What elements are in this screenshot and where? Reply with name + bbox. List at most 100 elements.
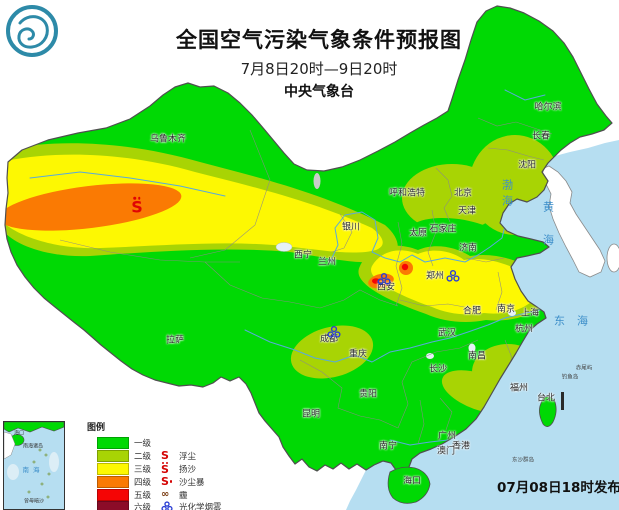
city-label: 济南 [458,243,478,254]
legend-swatch-level2 [97,449,129,462]
city-label: 贵阳 [358,389,378,400]
legend-row: 六级 光化学烟雾 [97,500,222,510]
south-china-sea-inset [3,421,65,510]
city-label: 武汉 [437,328,457,339]
taiwan-island [539,396,557,427]
sandstorm-icon: S [161,476,179,487]
photochemical-smog-icon [161,501,179,510]
legend-swatch-level4 [97,475,129,488]
inset-map [3,421,65,499]
city-label: 北京 [453,188,473,199]
legend-level-label: 四级 [134,477,152,488]
rivers [29,89,546,446]
korea-landmass [541,165,606,278]
legend-swatch-level5 [97,488,129,501]
city-label: 呼和浩特 [388,188,426,199]
legend-row: 二级 S 浮尘 [97,449,197,462]
city-label: 乌鲁木齐 [149,134,187,145]
legend-phenomenon-label: 浮尘 [179,451,197,462]
level3-northwest-band [5,154,383,253]
level2-sichuan-patch [290,325,374,379]
cma-logo [4,3,60,59]
inset-label: 南海诸岛 [22,443,44,450]
cma-logo-icon [6,5,58,57]
inset-label-sea: 南海 [22,465,44,474]
dust-icon: S [161,449,169,462]
city-label: 长沙 [428,364,448,375]
legend-level-label: 五级 [134,490,152,501]
issue-time: 07月08日18时发布 [497,480,619,496]
blowing-sand-icon: S [161,462,169,476]
level4-tarim-basin [5,183,182,231]
city-label: 台北 [536,393,556,404]
maritime-boundary-mark [561,392,564,410]
city-label: 银川 [341,222,361,233]
city-label: 南昌 [467,351,487,362]
legend-row: 五级 ∞ 霾 [97,488,188,501]
city-label: 哈尔滨 [534,102,562,113]
city-label: 拉萨 [165,335,185,346]
level2-beijing-patch [402,164,502,232]
photochemical-smog-icon [446,268,460,287]
inset-label: 曾母暗沙 [23,498,45,505]
legend-level-label: 三级 [134,464,152,475]
china-border [4,5,613,483]
city-label: 石家庄 [429,224,457,235]
blowing-sand-icon: S [131,196,143,217]
legend-swatch-level3 [97,462,129,475]
sea-label-yellowsea: 黄海 [541,201,555,267]
legend-swatch-level1 [97,436,129,449]
legend-title: 图例 [87,423,106,433]
city-label: 昆明 [301,409,321,420]
city-label: 澳门 [436,446,456,457]
city-label: 长春 [531,131,551,142]
city-label: 重庆 [348,349,368,360]
province-borders [59,117,553,445]
photochemical-smog-icon [377,271,391,290]
sea-label-bohai: 渤海 [500,179,514,211]
city-label: 兰州 [317,257,337,268]
island-label: 赤尾屿 [575,365,593,372]
japan-island [606,243,619,273]
city-label: 广州 [437,431,457,442]
inset-label: 海口 [13,430,25,437]
legend-phenomenon-label: 光化学烟雾 [179,502,222,510]
city-label: 杭州 [514,324,534,335]
city-label: 沈阳 [517,160,537,171]
city-label: 西安 [376,282,396,293]
city-label: 西宁 [293,250,313,261]
level4-xian-spot [368,273,394,289]
legend-swatch-level6 [97,500,129,510]
legend-phenomenon-label: 扬沙 [179,464,197,475]
city-label: 成都 [319,334,339,345]
haze-icon: ∞ [161,488,170,500]
legend-level-label: 二级 [134,451,152,462]
island-label: 东沙群岛 [511,457,535,464]
hainan-island [387,466,431,504]
island-label: 钓鱼岛 [561,374,579,381]
lakes [275,173,516,359]
city-label: 太原 [408,228,428,239]
legend-row: 四级 S 沙尘暴 [97,475,205,488]
page-title: 全国空气污染气象条件预报图 [176,28,462,52]
sea-label-eastchinasea: 东海 [554,314,600,328]
legend-level-label: 一级 [134,438,152,449]
forecast-date-range: 7月8日20时—9日20时 [240,60,398,78]
city-label: 福州 [509,383,529,394]
agency-name: 中央气象台 [284,84,354,100]
city-label: 香港 [451,441,471,452]
legend-phenomenon-label: 沙尘暴 [179,477,205,488]
legend-row: 一级 [97,436,161,449]
level5-spot [401,263,409,271]
city-label: 南宁 [378,441,398,452]
city-label: 海口 [402,476,422,487]
city-label: 天津 [457,206,477,217]
legend-level-label: 六级 [134,502,152,510]
legend-phenomenon-label: 霾 [179,490,188,501]
city-label: 郑州 [425,271,445,282]
city-label: 合肥 [462,306,482,317]
city-label: 上海 [520,308,540,319]
legend-row: 三级 S 扬沙 [97,462,197,476]
